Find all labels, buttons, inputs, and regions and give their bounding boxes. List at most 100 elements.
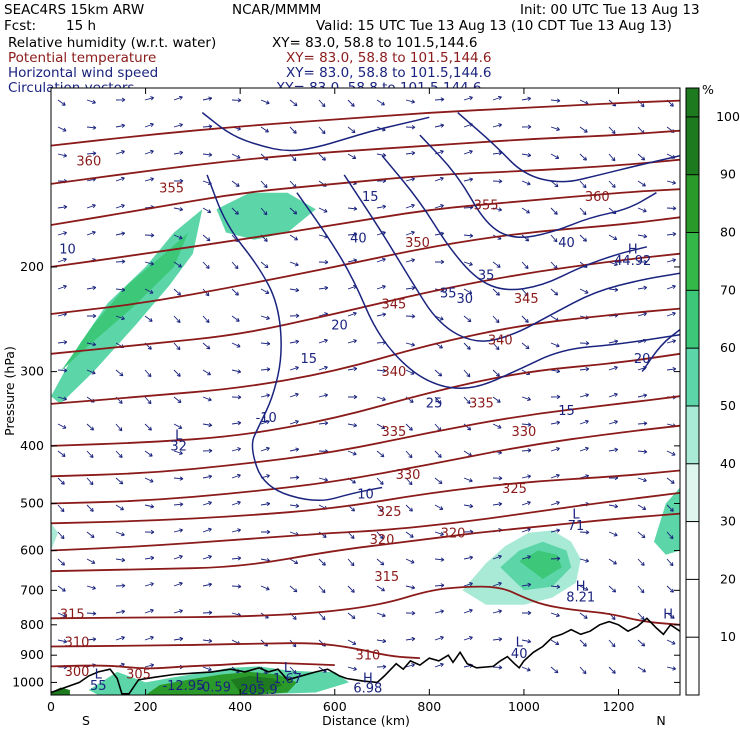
field-theta-name: Potential temperature [8,50,156,66]
vector-arrow [463,342,471,350]
vector-arrow [173,609,183,614]
x-axis: 0 200 400 600 800 1000 1200 [47,88,634,714]
init-time: Init: 00 UTC Tue 13 Aug 13 [520,2,700,18]
theta-label: 355 [474,198,499,213]
vector-arrow [608,531,618,537]
vector-arrow [318,558,326,566]
vector-arrow [637,639,646,647]
vector-arrow [550,207,558,215]
vector-arrow [144,396,152,405]
theta-contour-line [51,492,680,552]
theta-label: 345 [514,292,539,307]
vector-arrow [608,287,619,292]
vector-arrow [492,315,500,324]
vector-arrow [318,99,326,108]
vector-arrow [521,152,532,158]
colorbar-unit: % [702,82,714,97]
x-tick-label: 200 [134,699,158,714]
extremum-value: 71 [568,519,585,534]
x-tick-label: 400 [228,699,252,714]
vector-arrow [521,124,532,130]
theta-label: 330 [396,468,421,483]
vector-arrow [463,503,474,509]
vector-arrow [202,234,211,242]
vector-arrow [115,97,126,102]
vector-arrow [376,504,384,513]
wind-contours [201,112,680,502]
vector-arrow [492,369,500,377]
vector-arrow [231,288,239,296]
vector-arrow [608,503,619,509]
vector-arrow [550,98,561,103]
vector-arrow [579,366,590,372]
vector-arrow [463,396,471,405]
vector-arrow [115,150,125,155]
vector-arrow [550,500,560,506]
vector-arrow [318,393,329,398]
vector-arrow [260,585,270,591]
vector-arrow [376,585,385,592]
vector-arrow [57,612,67,618]
vector-arrow [637,531,646,539]
vector-arrow [434,531,444,536]
vector-arrow [87,313,97,319]
vector-arrow [86,285,97,291]
vector-arrow [637,393,648,398]
valid-time: Valid: 15 UTC Tue 13 Aug 13 (10 CDT Tue … [316,18,672,34]
vector-arrow [637,585,645,594]
vector-arrow [115,203,125,209]
vector-arrow [405,285,416,291]
vector-arrow [434,450,442,458]
vector-arrow [86,99,96,105]
y-tick-label: 900 [20,647,44,662]
vector-arrow [289,207,298,215]
vector-arrow [231,556,242,561]
vector-arrow [57,450,66,457]
vector-arrow [463,369,471,378]
vector-arrow [376,664,387,669]
vector-arrow [57,423,67,429]
vector-arrow [521,448,532,453]
extremum-value: 8.21 [566,591,595,606]
vector-arrow [666,450,676,456]
extremum-marker: L [255,671,263,686]
vector-arrow [57,153,68,158]
vector-arrow [231,207,239,215]
vector-arrow [57,99,66,106]
vector-arrow [521,474,532,479]
theta-contour-line [51,352,680,447]
extremum-marker: H [663,607,673,622]
vector-arrow [405,585,416,590]
vector-arrow [434,369,443,377]
vector-arrow [173,150,184,156]
vector-arrow [376,99,385,106]
vector-arrow [318,126,326,135]
vector-arrow [231,153,241,159]
vector-arrow [289,392,299,398]
vector-arrow [492,179,503,184]
vector-arrow [637,421,648,426]
extremum-marker: H [576,579,586,594]
vector-arrow [376,450,385,458]
vector-arrow [318,531,327,538]
vector-arrow [666,284,676,290]
vector-arrow [463,96,473,101]
extremum-value: 40 [511,647,528,662]
vector-arrow [579,393,590,398]
extremum-value: 55 [90,679,107,694]
vector-arrow [318,153,326,161]
vector-arrow [289,585,298,593]
vector-arrow [115,369,124,377]
theta-contour-line [51,252,680,355]
vector-arrow [260,261,269,269]
vector-arrow [434,557,445,562]
vector-arrow [550,556,561,561]
vector-arrow [115,315,125,321]
vector-arrow [144,315,153,322]
theta-contours [51,99,680,670]
theta-label: 360 [76,154,101,169]
vector-arrow [347,366,358,372]
vector-arrow [86,531,95,539]
vector-arrow [231,584,242,589]
field-rh-name: Relative humidity (w.r.t. water) [8,35,216,51]
